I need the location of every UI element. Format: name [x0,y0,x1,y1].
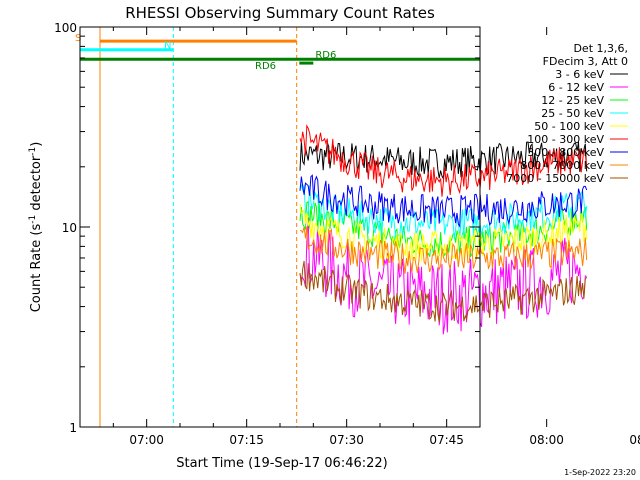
legend-label-1: 6 - 12 keV [548,81,604,94]
flag-label-n-1: N [164,41,171,52]
footer-timestamp: 1-Sep-2022 23:20 [564,468,636,477]
legend-label-0: 3 - 6 keV [555,68,604,81]
legend-label-7: 800 - 7000 keV [520,159,604,172]
y-axis-label: Count Rate (s-1 detector-1) [28,142,44,313]
x-tick-label-0: 07:00 [129,433,164,447]
y-axis-label-unit: detector [29,155,44,215]
plot-area: S N RD6 RD6 [75,27,588,427]
legend-label-4: 50 - 100 keV [534,120,604,133]
flag-label-s-0: S [75,33,81,44]
x-tick-label-4: 08:00 [529,433,564,447]
y-axis-label-exp: -1 [28,215,38,224]
series-trace-6 [299,174,588,228]
series-trace-1 [299,217,587,335]
series-trace-2 [299,201,588,259]
x-tick-label-1: 07:15 [229,433,264,447]
series-trace-8 [299,260,588,323]
x-tick-label-2: 07:30 [329,433,364,447]
flag-label-rd6-3: RD6 [255,61,276,72]
legend-label-8: 7000 - 15000 keV [506,172,604,185]
series-trace-7 [299,226,588,274]
x-axis-label: Start Time (19-Sep-17 06:46:22) [176,456,387,471]
y-axis-label-close: ) [29,142,44,147]
legend-label-5: 100 - 300 keV [527,133,604,146]
legend-header-decimation: FDecim 3, Att 0 [543,55,628,68]
y-axis-label-unit-exp: -1 [28,147,38,156]
x-tick-label-5: 08:15 [629,433,640,447]
chart-title: RHESSI Observing Summary Count Rates [125,4,435,22]
legend-header-detectors: Det 1,3,6, [573,42,628,55]
x-tick-label-3: 07:45 [429,433,464,447]
y-axis-label-main: Count Rate (s [29,224,44,313]
flag-label-rd6-2: RD6 [315,50,336,61]
legend-label-6: 300 - 800 keV [527,146,604,159]
y-tick-label-0: 1 [69,421,77,435]
legend-label-2: 12 - 25 keV [541,94,604,107]
series-trace-5 [299,124,588,197]
axes: 07:00 07:15 07:30 07:45 08:00 08:15 1 10 100 [54,21,640,447]
legend-label-3: 25 - 50 keV [541,107,604,120]
y-tick-label-1: 10 [62,221,77,235]
y-tick-label-2: 100 [54,21,77,35]
